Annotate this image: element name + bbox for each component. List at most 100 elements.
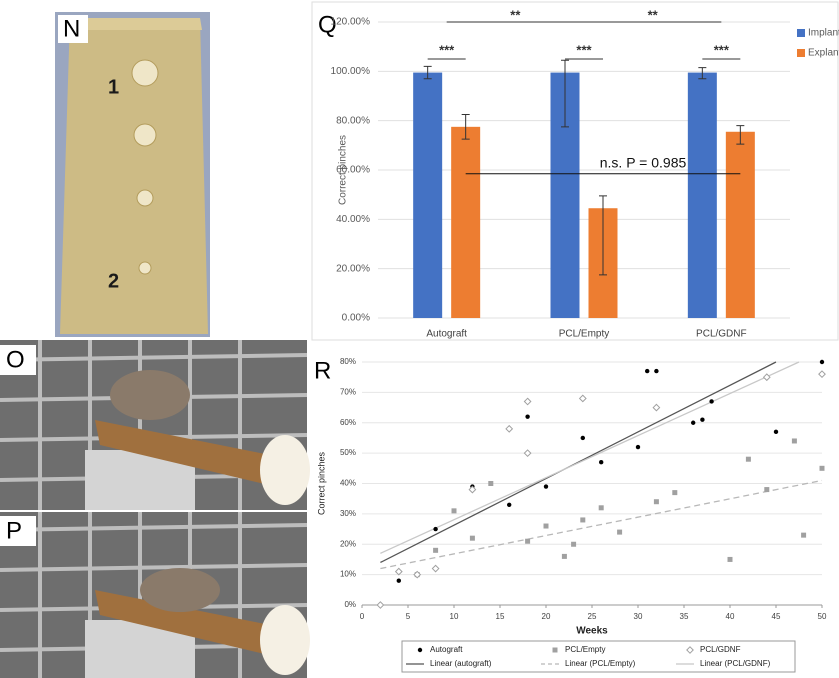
sig-label: ** [648,7,659,22]
point [580,395,586,401]
y-tick-label: 20.00% [336,263,370,274]
point [746,457,751,462]
point [571,542,576,547]
y-tick-label: 0% [344,600,356,609]
x-tick-label: 20 [542,612,551,621]
bar [413,73,442,318]
point [599,460,603,464]
legend-label: Autograft [430,645,463,654]
point [524,450,530,456]
point [654,369,658,373]
y-tick-label: 40% [340,479,356,488]
y-tick-label: 100.00% [331,66,371,77]
point [691,421,695,425]
y-tick-label: 20% [340,539,356,548]
point [774,430,778,434]
panel-label: P [6,517,22,544]
legend-label: Linear (autograft) [430,659,492,668]
figure: N O P Q R 1 2 0.00%20.00%40.00%60.00%80.… [0,0,839,678]
point [820,360,824,364]
y-tick-label: 30% [340,509,356,518]
x-tick-label: 40 [726,612,735,621]
trendline [380,362,799,553]
point [654,499,659,504]
x-tick-label: 15 [496,612,505,621]
x-tick-label: 35 [680,612,689,621]
y-tick-label: 120.00% [331,17,371,28]
legend-swatch [797,49,805,57]
y-tick-label: 40.00% [336,214,370,225]
x-tick-label: 0 [360,612,365,621]
point [432,565,438,571]
legend-marker [687,647,693,653]
legend-marker [553,648,558,653]
point [672,490,677,495]
photo-label: 1 [108,76,119,98]
point [764,374,770,380]
x-tick-label: PCL/GDNF [696,329,747,340]
point [525,539,530,544]
point [524,398,530,404]
point [820,466,825,471]
photo-o [0,340,310,510]
photo-n [55,12,210,337]
legend-label: PCL/Empty [565,645,605,654]
point [544,484,548,488]
y-axis-label: Correct pinches [316,451,326,515]
bar [726,132,755,318]
y-tick-label: 60% [340,418,356,427]
photo-p [0,512,310,678]
y-tick-label: 80% [340,357,356,366]
point [653,404,659,410]
legend-label: Linear (PCL/GDNF) [700,659,771,668]
point [599,505,604,510]
point [819,371,825,377]
point [396,568,402,574]
point [728,557,733,562]
point [617,530,622,535]
x-tick-label: Autograft [426,329,467,340]
x-tick-label: 50 [818,612,827,621]
point [488,481,493,486]
x-axis-label: Weeks [576,626,608,637]
y-tick-label: 50% [340,448,356,457]
legend-label: Linear (PCL/Empty) [565,659,636,668]
point [525,414,529,418]
y-axis-label: Correct pinches [338,135,349,205]
x-tick-label: 5 [406,612,411,621]
point [700,418,704,422]
sig-label: ** [510,7,521,22]
sig-label: *** [576,42,592,57]
bar [688,73,717,318]
y-tick-label: 10% [340,570,356,579]
point [581,436,585,440]
point [709,399,713,403]
point [507,503,511,507]
legend-label: Explant [808,48,839,59]
point [377,602,383,608]
x-tick-label: 45 [772,612,781,621]
point [580,517,585,522]
point [433,548,438,553]
x-tick-label: 30 [634,612,643,621]
bar [451,127,480,318]
sig-label: *** [439,42,455,57]
legend-swatch [797,29,805,37]
panel-label: R [314,357,331,384]
y-tick-label: 80.00% [336,115,370,126]
panel-label: N [63,15,80,42]
x-tick-label: PCL/Empty [559,329,610,340]
panel-label: O [6,346,25,373]
point [801,533,806,538]
point [764,487,769,492]
point [452,508,457,513]
legend-label: Implant [808,28,839,39]
point [562,554,567,559]
photo-label: 2 [108,270,119,292]
point [470,536,475,541]
point [792,438,797,443]
sig-label: *** [714,42,730,57]
ns-label: n.s. P = 0.985 [600,154,687,170]
y-tick-label: 0.00% [342,313,370,324]
point [397,579,401,583]
